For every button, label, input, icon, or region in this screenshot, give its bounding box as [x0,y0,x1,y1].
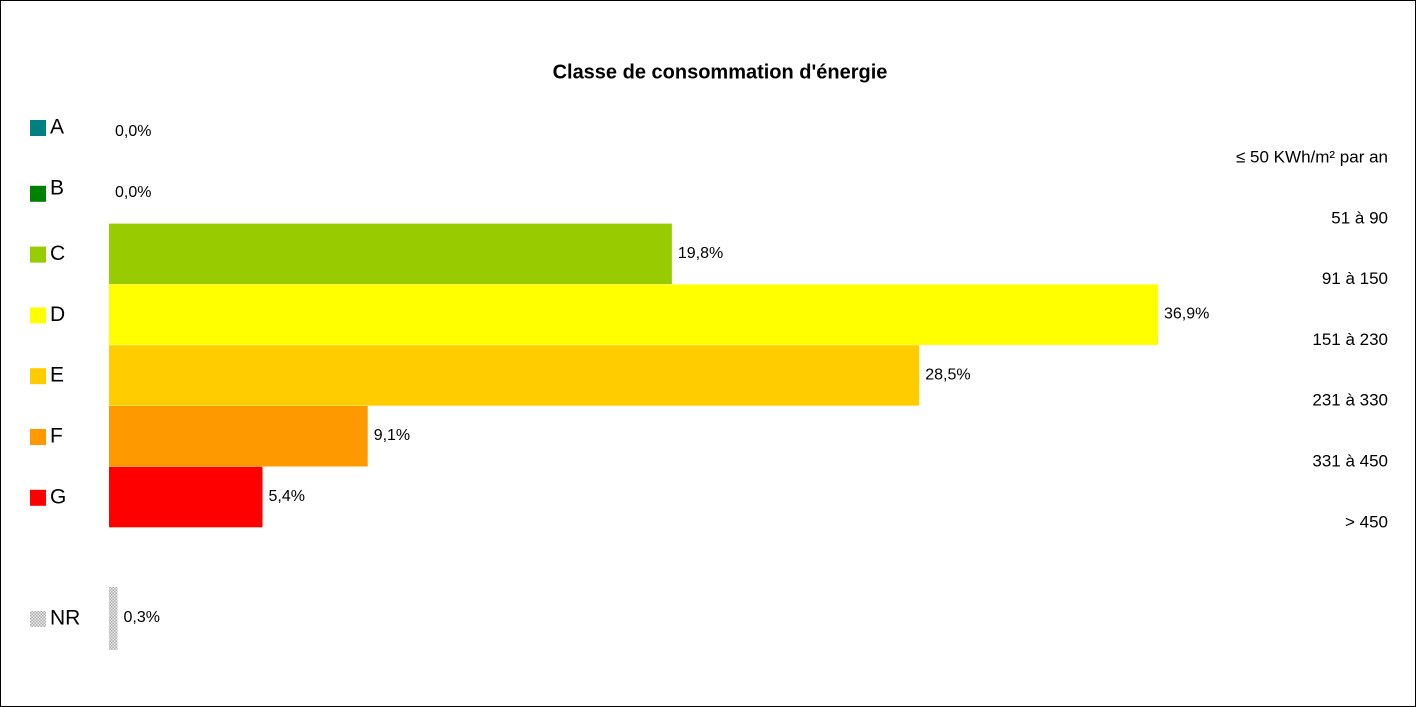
legend-swatch [30,185,46,202]
legend-label: NR [50,607,80,630]
value-label: 9,1% [374,427,410,444]
legend-swatch [30,246,46,263]
value-label: 36,9% [1164,306,1209,323]
value-label: 5,4% [269,488,305,505]
legend-swatch [30,307,46,324]
legend-swatch [30,368,46,385]
legend-label: D [50,303,65,326]
bar [109,587,118,650]
legend-swatch [30,429,46,445]
bar [109,345,920,406]
legend-label: A [50,116,64,139]
value-label: 0,0% [115,184,151,201]
chart-title: Classe de consommation d'énergie [553,61,888,83]
legend-label: C [50,242,65,265]
legend-swatch [30,489,46,506]
value-label: 0,3% [124,609,160,626]
bar [109,466,263,528]
range-label: 231 à 330 [1312,391,1388,410]
value-label: 28,5% [925,366,970,383]
legend-swatch [30,611,46,627]
range-label: 151 à 230 [1312,330,1388,349]
bar [109,284,1158,345]
value-label: 19,8% [678,245,723,262]
value-label: 0,0% [115,123,151,140]
range-label: 331 à 450 [1312,451,1388,470]
range-label: > 450 [1345,512,1388,531]
legend-label: B [50,176,64,199]
legend-label: E [50,364,64,387]
range-label: 51 à 90 [1331,208,1388,227]
legend-swatch [30,120,46,136]
bar [109,223,672,285]
legend-label: G [50,485,66,508]
range-label: 91 à 150 [1322,269,1388,288]
range-label: ≤ 50 KWh/m² par an [1236,147,1388,166]
bar [109,406,368,467]
legend-label: F [50,425,63,448]
